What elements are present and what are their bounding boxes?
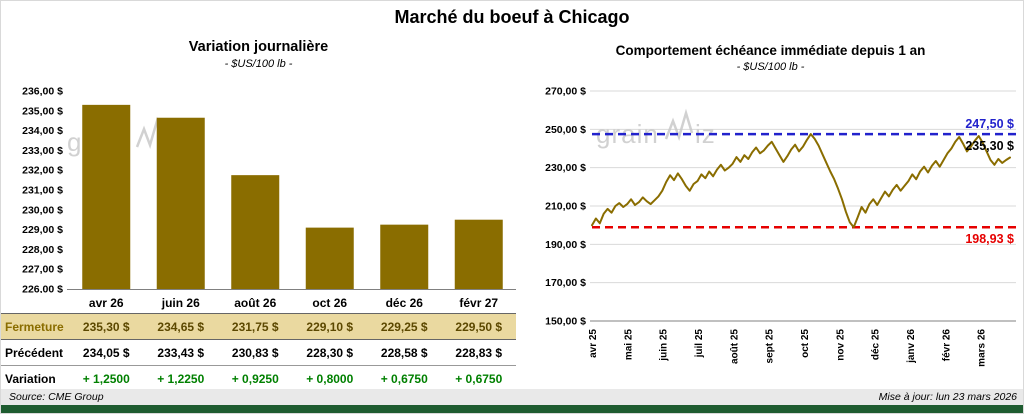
y-tick-label: 236,00 $ xyxy=(22,86,63,98)
y-tick-label: 230,00 $ xyxy=(22,204,63,216)
x-tick-label: mars 26 xyxy=(977,329,988,367)
table-cell: + 1,2500 xyxy=(82,371,130,386)
table-cell: 228,58 $ xyxy=(380,345,428,360)
table-cell: 229,50 $ xyxy=(455,319,503,334)
source-note: Source: CME Group xyxy=(9,391,104,403)
table-cell: 234,05 $ xyxy=(82,345,130,360)
x-tick-label: août 25 xyxy=(729,329,740,364)
y-tick-label: 235,00 $ xyxy=(22,105,63,117)
table-cell: + 0,9250 xyxy=(231,371,279,386)
x-tick-label: nov 25 xyxy=(835,329,846,361)
row-label: Fermeture xyxy=(5,319,64,334)
y-tick-label: 190,00 $ xyxy=(545,239,586,251)
bar xyxy=(231,175,280,289)
right-chart-subtitle: - $US/100 lb - xyxy=(736,61,805,73)
row-label: Précédent xyxy=(5,345,64,360)
min-value-label: 198,93 $ xyxy=(965,232,1014,246)
bar-category-label: févr 27 xyxy=(459,296,499,310)
bar xyxy=(305,227,354,289)
bar-category-label: juin 26 xyxy=(161,296,200,310)
x-tick-label: mai 25 xyxy=(623,329,634,361)
bar-category-label: avr 26 xyxy=(88,296,124,310)
y-tick-label: 227,00 $ xyxy=(22,264,63,276)
price-line xyxy=(591,133,1011,229)
table-cell: 228,30 $ xyxy=(306,345,354,360)
y-tick-label: 210,00 $ xyxy=(545,201,586,213)
table-cell: 229,10 $ xyxy=(306,319,354,334)
last-value-label: 235,30 $ xyxy=(965,139,1014,153)
bar xyxy=(454,219,503,289)
bar-category-label: oct 26 xyxy=(312,296,348,310)
footer-accent-bar xyxy=(1,405,1023,413)
table-cell: 231,75 $ xyxy=(231,319,279,334)
table-cell: 234,65 $ xyxy=(157,319,205,334)
y-tick-label: 270,00 $ xyxy=(545,86,586,98)
table-cell: + 0,6750 xyxy=(455,371,503,386)
y-tick-label: 230,00 $ xyxy=(545,162,586,174)
y-tick-label: 170,00 $ xyxy=(545,277,586,289)
row-label: Variation xyxy=(5,371,56,386)
table-cell: + 0,8000 xyxy=(306,371,354,386)
table-row-precedent: Précédent 234,05 $ 233,43 $ 230,83 $ 228… xyxy=(1,340,516,366)
left-chart-title: Variation journalière xyxy=(188,39,329,55)
table-cell: 233,43 $ xyxy=(157,345,205,360)
x-tick-label: oct 25 xyxy=(800,329,811,358)
table-cell: 235,30 $ xyxy=(82,319,130,334)
table-cell: 229,25 $ xyxy=(380,319,428,334)
max-value-label: 247,50 $ xyxy=(965,117,1014,131)
bar-category-label: août 26 xyxy=(234,296,277,310)
bar xyxy=(156,117,205,289)
table-cell: 228,83 $ xyxy=(455,345,503,360)
y-tick-label: 229,00 $ xyxy=(22,224,63,236)
y-tick-label: 231,00 $ xyxy=(22,185,63,197)
x-tick-label: déc 25 xyxy=(871,329,882,361)
y-tick-label: 232,00 $ xyxy=(22,165,63,177)
bar xyxy=(380,224,429,289)
one-year-line-chart: 270,00 $ 250,00 $ 230,00 $ 210,00 $ 190,00 $… xyxy=(545,86,1016,367)
footer-strip: Source: CME Group Mise à jour: lun 23 ma… xyxy=(1,389,1023,405)
price-table: Fermeture 235,30 $ 234,65 $ 231,75 $ 229… xyxy=(1,313,516,393)
table-cell: + 1,2250 xyxy=(157,371,205,386)
table-row-variation: Variation + 1,2500 + 1,2250 + 0,9250 + 0… xyxy=(1,366,516,393)
bar xyxy=(82,104,131,289)
y-tick-label: 250,00 $ xyxy=(545,124,586,136)
x-tick-label: févr 26 xyxy=(941,329,952,362)
update-note: Mise à jour: lun 23 mars 2026 xyxy=(878,391,1017,403)
y-tick-label: 234,00 $ xyxy=(22,125,63,137)
bar-category-label: déc 26 xyxy=(385,296,423,310)
y-tick-label: 228,00 $ xyxy=(22,244,63,256)
daily-variation-chart: 236,00 $ 235,00 $ 234,00 $ 233,00 $ 232,00 $… xyxy=(22,86,516,294)
x-tick-label: avr 25 xyxy=(588,329,599,358)
x-tick-label: juil 25 xyxy=(694,329,705,359)
right-chart-title: Comportement échéance immédiate depuis 1… xyxy=(615,43,926,58)
svg-text:iz: iz xyxy=(695,119,716,149)
left-chart-subtitle: - $US/100 lb - xyxy=(224,58,293,70)
table-row-fermeture: Fermeture 235,30 $ 234,65 $ 231,75 $ 229… xyxy=(1,313,516,340)
bar-category-labels: avr 26 juin 26 août 26 oct 26 déc 26 fév… xyxy=(1,293,516,313)
y-tick-label: 226,00 $ xyxy=(22,284,63,294)
table-cell: 230,83 $ xyxy=(231,345,279,360)
y-tick-label: 150,00 $ xyxy=(545,316,586,328)
y-tick-label: 233,00 $ xyxy=(22,145,63,157)
x-tick-label: janv 26 xyxy=(906,329,917,364)
table-cell: + 0,6750 xyxy=(380,371,428,386)
page-title: Marché du boeuf à Chicago xyxy=(394,7,630,27)
x-tick-label: sept 25 xyxy=(765,329,776,364)
x-tick-label: juin 25 xyxy=(659,329,670,362)
